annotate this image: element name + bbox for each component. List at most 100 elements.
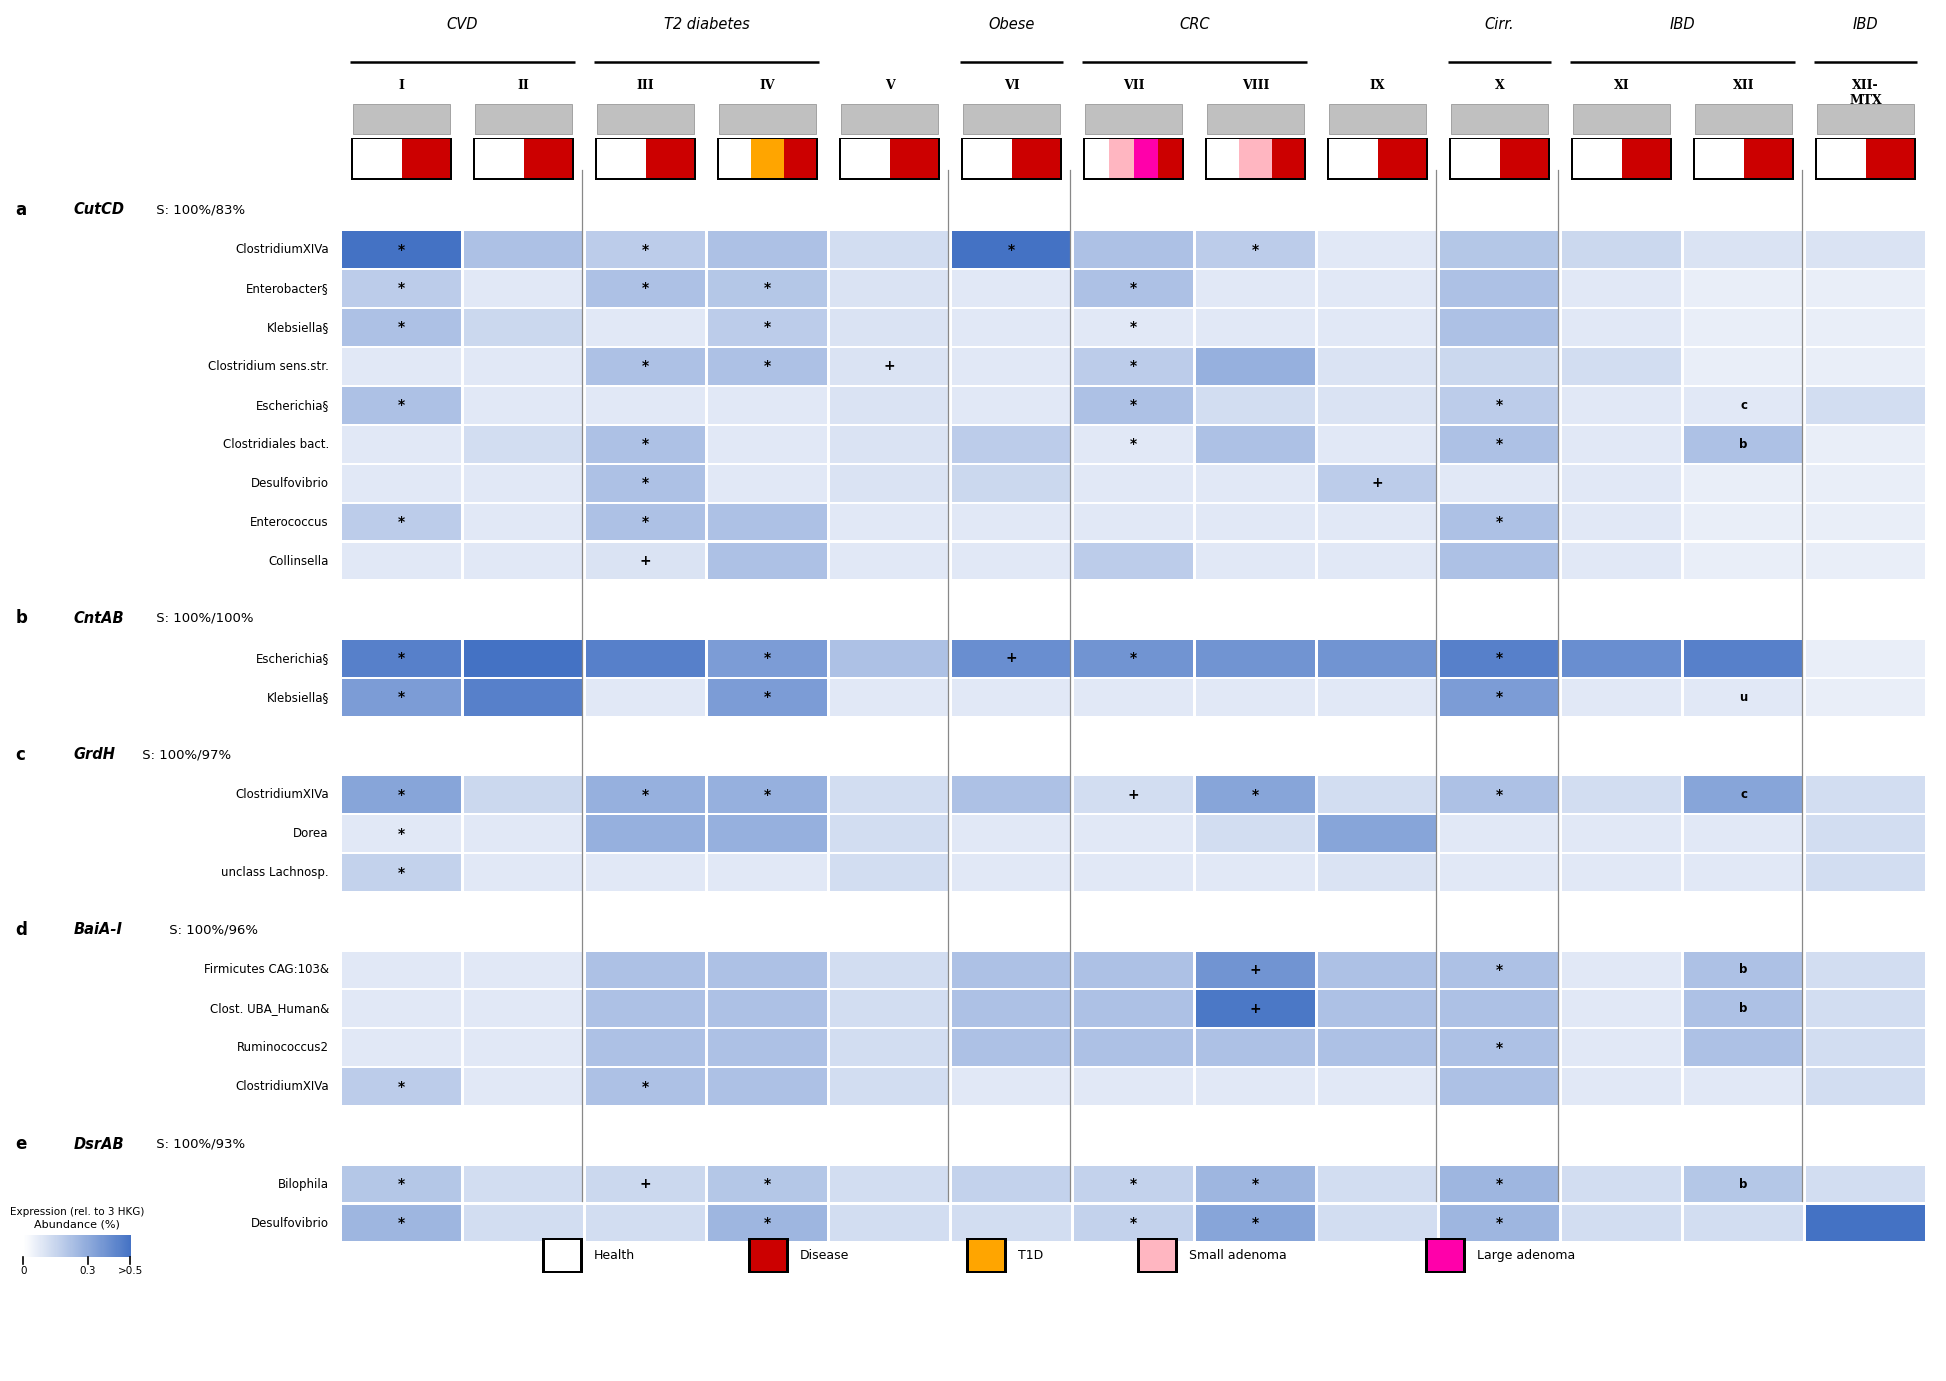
- Bar: [1806, 348, 1925, 385]
- Text: *: *: [399, 690, 405, 704]
- Bar: [841, 139, 889, 178]
- Bar: [1563, 465, 1681, 501]
- Text: *: *: [765, 690, 771, 704]
- Text: *: *: [642, 438, 650, 452]
- Bar: [952, 952, 1070, 989]
- Bar: [463, 855, 584, 891]
- Bar: [831, 425, 950, 463]
- Text: X: X: [1495, 79, 1504, 91]
- Text: a: a: [16, 200, 27, 218]
- Bar: [597, 139, 646, 178]
- Bar: [1084, 139, 1109, 178]
- Bar: [1563, 387, 1681, 424]
- Bar: [342, 348, 461, 385]
- Text: XI: XI: [1613, 79, 1629, 91]
- Text: *: *: [399, 243, 405, 257]
- Bar: [965, 1239, 1008, 1273]
- Bar: [1197, 387, 1315, 424]
- Bar: [1378, 139, 1426, 178]
- Bar: [1317, 815, 1436, 852]
- Bar: [1806, 465, 1925, 501]
- Bar: [1440, 1029, 1559, 1066]
- Bar: [708, 1204, 827, 1242]
- Text: S: 100%/93%: S: 100%/93%: [152, 1138, 245, 1150]
- Text: *: *: [399, 515, 405, 529]
- Bar: [1074, 1029, 1193, 1066]
- Bar: [1317, 231, 1436, 268]
- Bar: [1074, 387, 1193, 424]
- Text: *: *: [1131, 320, 1136, 334]
- Text: VIII: VIII: [1242, 79, 1269, 91]
- Bar: [1317, 387, 1436, 424]
- Bar: [1563, 679, 1681, 715]
- Text: II: II: [518, 79, 529, 91]
- Bar: [1109, 139, 1133, 178]
- Bar: [1197, 855, 1315, 891]
- Text: *: *: [399, 1177, 405, 1190]
- Bar: [1806, 639, 1925, 677]
- Bar: [595, 138, 697, 180]
- Text: *: *: [399, 827, 405, 841]
- Bar: [1074, 776, 1193, 813]
- Bar: [708, 387, 827, 424]
- Bar: [708, 271, 827, 307]
- Text: *: *: [642, 243, 650, 257]
- Text: Desulfovibrio: Desulfovibrio: [251, 1217, 329, 1229]
- Bar: [708, 855, 827, 891]
- Text: *: *: [1496, 690, 1502, 704]
- Bar: [1074, 855, 1193, 891]
- Bar: [1329, 104, 1426, 134]
- Bar: [708, 425, 827, 463]
- Text: *: *: [642, 476, 650, 490]
- Bar: [586, 1069, 704, 1105]
- Bar: [586, 504, 704, 540]
- Text: +: +: [640, 554, 652, 568]
- Bar: [463, 543, 584, 580]
- Bar: [716, 138, 817, 180]
- Bar: [1806, 231, 1925, 268]
- Bar: [963, 139, 1012, 178]
- Bar: [708, 1029, 827, 1066]
- Bar: [708, 952, 827, 989]
- Bar: [1197, 639, 1315, 677]
- Text: c: c: [1740, 789, 1748, 801]
- Text: VI: VI: [1004, 79, 1020, 91]
- Bar: [1317, 348, 1436, 385]
- Bar: [473, 138, 574, 180]
- Bar: [1683, 1029, 1804, 1066]
- Bar: [1197, 990, 1315, 1027]
- Bar: [1440, 639, 1559, 677]
- Bar: [1563, 543, 1681, 580]
- Bar: [1074, 504, 1193, 540]
- Bar: [586, 348, 704, 385]
- Text: *: *: [1496, 652, 1502, 666]
- Text: Abundance (%): Abundance (%): [33, 1219, 121, 1229]
- Bar: [784, 139, 817, 178]
- Bar: [1683, 990, 1804, 1027]
- Text: ClostridiumXIVa: ClostridiumXIVa: [235, 1080, 329, 1094]
- Text: +: +: [640, 1177, 652, 1190]
- Bar: [1084, 104, 1183, 134]
- Bar: [342, 639, 461, 677]
- Bar: [1818, 139, 1866, 178]
- Bar: [708, 465, 827, 501]
- Bar: [342, 1204, 461, 1242]
- Text: Dorea: Dorea: [294, 827, 329, 840]
- Text: 0: 0: [19, 1266, 27, 1276]
- Bar: [1317, 543, 1436, 580]
- Bar: [952, 1204, 1070, 1242]
- Text: ClostridiumXIVa: ClostridiumXIVa: [235, 789, 329, 801]
- Bar: [963, 104, 1061, 134]
- Text: Escherichia§: Escherichia§: [255, 652, 329, 664]
- Bar: [463, 639, 584, 677]
- Text: Klebsiella§: Klebsiella§: [267, 690, 329, 704]
- Bar: [342, 309, 461, 345]
- Bar: [1197, 271, 1315, 307]
- Bar: [1450, 139, 1500, 178]
- Text: Cirr.: Cirr.: [1485, 17, 1514, 32]
- Bar: [952, 465, 1070, 501]
- Text: b: b: [16, 609, 27, 627]
- Bar: [1806, 1166, 1925, 1203]
- Text: S: 100%/97%: S: 100%/97%: [138, 749, 232, 761]
- Bar: [1317, 504, 1436, 540]
